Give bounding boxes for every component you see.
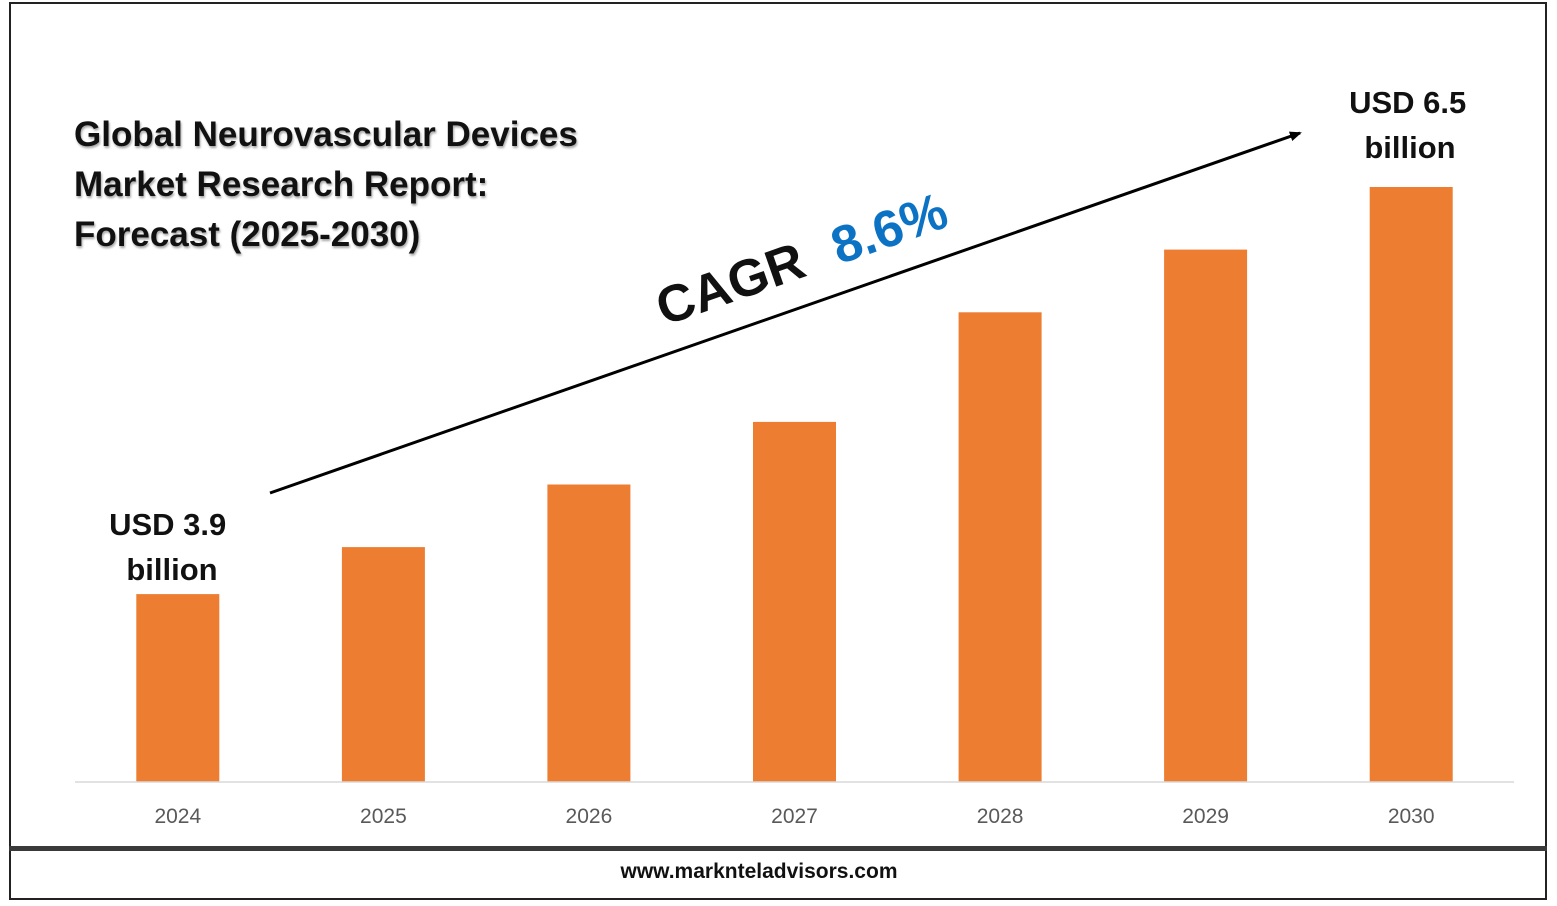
x-tick-labels: 2024 2025 2026 2027 2028 2029 2030 <box>154 805 1434 828</box>
title-line-2: Market Research Report: <box>74 165 489 204</box>
x-tick-2024: 2024 <box>154 805 201 828</box>
x-tick-2026: 2026 <box>566 805 613 828</box>
bar-2029 <box>1164 249 1248 783</box>
title-line-3: Forecast (2025-2030) <box>74 215 421 254</box>
x-tick-2025: 2025 <box>360 805 407 828</box>
footer-divider <box>9 846 1547 851</box>
end-value-line-2: billion <box>1364 130 1455 165</box>
cagr-annotation: CAGR 8.6% <box>649 182 955 337</box>
start-value-line-1: USD 3.9 <box>109 507 226 542</box>
bar-2026 <box>547 484 631 782</box>
x-tick-2028: 2028 <box>977 805 1024 828</box>
bar-2024 <box>136 594 220 782</box>
x-tick-2029: 2029 <box>1182 805 1229 828</box>
bar-2027 <box>753 421 836 782</box>
bar-series <box>136 187 1453 783</box>
start-value-annotation: USD 3.9 billion <box>109 507 235 587</box>
bar-2028 <box>958 312 1042 782</box>
bar-2025 <box>341 547 425 782</box>
title-line-1: Global Neurovascular Devices <box>74 115 578 154</box>
x-tick-2027: 2027 <box>771 805 818 828</box>
trend-arrow <box>269 131 1302 495</box>
x-tick-2030: 2030 <box>1388 805 1435 828</box>
cagr-label: CAGR <box>649 232 813 337</box>
end-value-line-1: USD 6.5 <box>1349 85 1466 120</box>
start-value-line-2: billion <box>126 552 217 587</box>
chart-title: Global Neurovascular Devices Market Rese… <box>74 110 578 260</box>
bar-2030 <box>1369 187 1453 782</box>
end-value-annotation: USD 6.5 billion <box>1349 85 1475 165</box>
footer-website: www.marknteladvisors.com <box>620 860 898 883</box>
